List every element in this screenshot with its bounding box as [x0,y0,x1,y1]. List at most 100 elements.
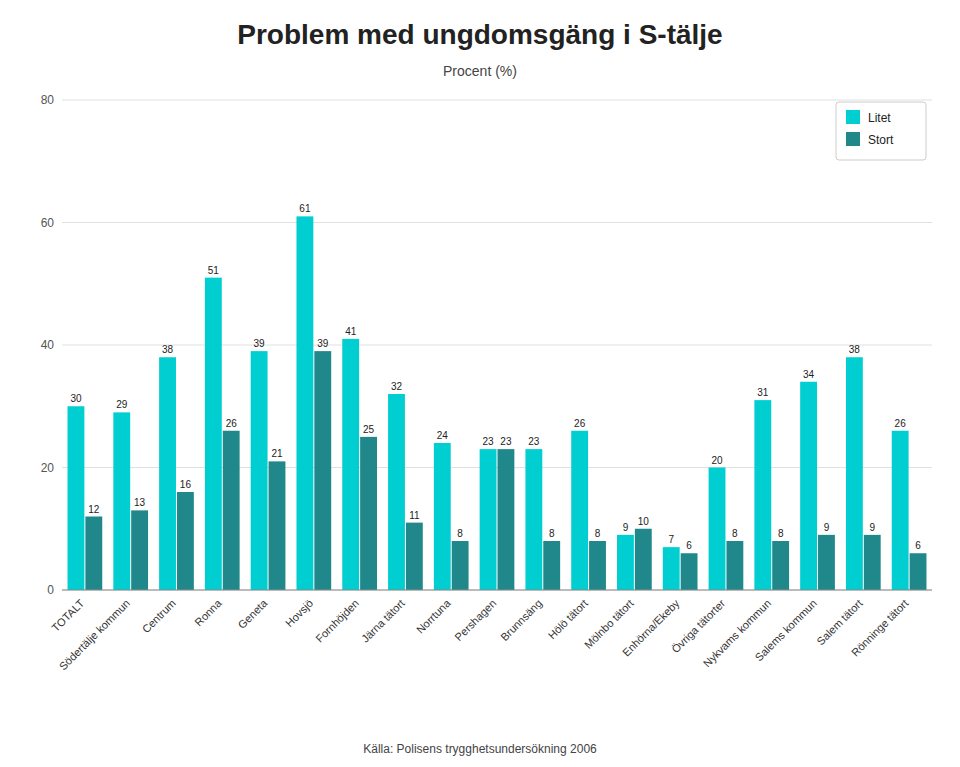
data-label: 8 [595,528,601,539]
bar [543,541,560,590]
data-label: 39 [317,338,329,349]
bar [85,517,102,591]
bar [910,553,927,590]
x-tick-label: Fornhöjden [313,597,361,645]
data-label: 6 [686,540,692,551]
bar [498,449,515,590]
grid [62,100,932,590]
bar [388,394,405,590]
chart: Problem med ungdomsgäng i S-tälje Procent… [0,0,960,767]
x-tick-label: Salem tätort [814,597,864,647]
bar [113,412,130,590]
bar [726,541,743,590]
x-tick-label: Järna tätort [359,597,407,645]
bar [342,339,359,590]
data-label: 26 [895,418,907,429]
bar [663,547,680,590]
data-label: 11 [409,510,420,521]
data-label: 13 [134,497,146,508]
x-tick-label: Centrum [140,597,178,635]
data-label: 9 [623,522,629,533]
bar [251,351,268,590]
bar [360,437,377,590]
data-label: 24 [437,430,449,441]
legend-box [836,102,926,160]
data-label: 8 [457,528,463,539]
bar [589,541,606,590]
x-tick-label: Salems kommun [753,597,819,663]
legend-swatch [846,110,860,124]
bar [406,523,423,590]
grid-line [62,590,932,591]
data-label: 16 [180,479,192,490]
x-tick-label: Rönninge tätort [849,597,911,659]
title: Problem med ungdomsgäng i S-tälje [237,19,722,50]
y-tick-label: 80 [41,93,55,107]
bar [68,406,85,590]
grid-line [62,345,932,346]
data-label: 8 [732,528,738,539]
bar [635,529,652,590]
data-label: 61 [299,203,311,214]
legend-entry: Litet [868,111,891,125]
data-labels: 3029385139614132242323269720313438261213… [70,203,921,551]
grid-line [62,100,932,101]
bar [709,468,726,591]
bar [177,492,194,590]
x-tick-label: Ronna [192,596,224,628]
bar [818,535,835,590]
data-label: 30 [70,393,82,404]
y-tick-label: 60 [41,216,55,230]
subtitle: Procent (%) [443,63,517,79]
data-label: 8 [778,528,784,539]
data-label: 23 [483,436,495,447]
bar [617,535,634,590]
legend-swatch [846,132,860,146]
bar [892,431,909,590]
x-tick-label: Brunnsäng [498,597,544,643]
bars [68,216,927,590]
legend: Litet Stort [836,102,926,160]
data-label: 29 [116,399,128,410]
bar [269,461,286,590]
data-label: 20 [711,455,723,466]
data-label: 32 [391,381,403,392]
data-label: 39 [254,338,266,349]
bar [314,351,331,590]
data-label: 26 [574,418,586,429]
grid-line [62,222,932,223]
data-label: 31 [757,387,769,398]
bar [525,449,542,590]
y-tick-label: 0 [47,583,54,597]
x-tick-label: Hovsjö [283,597,315,629]
data-label: 41 [345,326,357,337]
x-tick-label: Hölö tätort [546,597,590,641]
data-label: 8 [549,528,555,539]
bar [452,541,469,590]
bar [864,535,881,590]
data-label: 34 [803,369,815,380]
data-label: 9 [869,522,875,533]
bar [159,357,176,590]
x-axis-line [62,590,932,591]
x-tick-label: Södertälje kommun [57,597,133,673]
data-label: 21 [271,448,283,459]
bar [205,278,222,590]
x-tick-label: Geneta [235,596,270,631]
y-tick-label: 20 [41,461,55,475]
data-label: 23 [500,436,512,447]
data-label: 51 [208,265,220,276]
legend-entry: Stort [868,133,894,147]
data-label: 38 [162,344,174,355]
data-label: 38 [849,344,861,355]
x-tick-label: Norrtuna [414,596,453,635]
bar [681,553,698,590]
bar [772,541,789,590]
data-label: 10 [638,516,650,527]
bar [800,382,817,590]
caption: Källa: Polisens trygghetsundersökning 20… [363,742,597,756]
data-label: 12 [88,504,100,515]
data-label: 6 [915,540,921,551]
y-tick-label: 40 [41,338,55,352]
bar [131,510,148,590]
